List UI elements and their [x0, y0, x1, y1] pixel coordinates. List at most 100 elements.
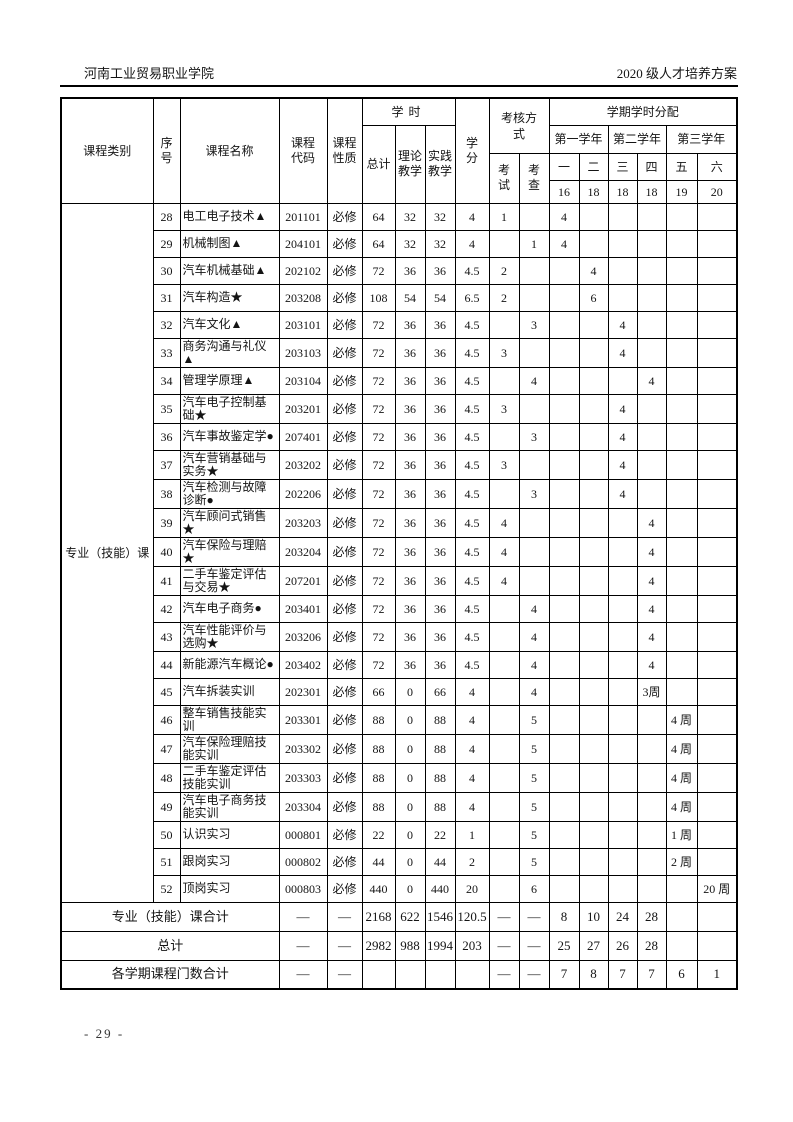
cell-s1	[548, 762, 580, 793]
col-header-sem1: 一	[548, 152, 580, 181]
exam-header-label: 考试	[498, 163, 511, 192]
table-header: 课程类别 序号 课程名称 课程代码 课程性质 学时 学分 考核方式 学期学时分配…	[60, 97, 738, 204]
cell-s5	[665, 507, 698, 538]
cell-s5	[665, 310, 698, 339]
cell-s2	[578, 621, 609, 652]
cell-s4: 4	[636, 565, 667, 596]
cell-theory: 54	[394, 283, 426, 312]
cell-s1	[548, 256, 580, 285]
course-row: 47 汽车保险理赔技能实训 203302 必修 88 0 88 4 5 4 周	[61, 733, 738, 764]
cell-s4	[636, 449, 667, 480]
hours-practice-label: 实践教学	[427, 149, 452, 178]
cell-credits: 4.5	[454, 650, 490, 679]
cell-theory: 36	[394, 337, 426, 368]
cell-s6	[696, 847, 738, 876]
cell-code: 203402	[278, 650, 328, 679]
cell-total: 88	[361, 791, 396, 822]
cell-practice: 36	[424, 337, 456, 368]
cell-s4	[636, 310, 667, 339]
cell-name: 汽车保险与理赔★	[179, 536, 280, 567]
cell-exam	[488, 820, 520, 849]
cell-s2	[578, 449, 609, 480]
cell-s5	[665, 478, 698, 509]
cell-nature: 必修	[326, 393, 363, 424]
cell-s3	[607, 733, 638, 764]
col-header-course-nature: 课程性质	[326, 97, 363, 204]
cell-s2	[578, 791, 609, 822]
cell-nature: 必修	[326, 337, 363, 368]
cell-s1	[548, 337, 580, 368]
cell-s5	[665, 422, 698, 451]
cell-nature: 必修	[326, 507, 363, 538]
cell-code: 207201	[278, 565, 328, 596]
cell-name: 电工电子技术▲	[179, 202, 280, 231]
summary-cell-s2: 10	[578, 901, 609, 932]
cell-check: 3	[518, 478, 550, 509]
col-header-sem2: 二	[578, 152, 609, 181]
cell-seq: 30	[152, 256, 181, 285]
cell-seq: 39	[152, 507, 181, 538]
cell-theory: 36	[394, 507, 426, 538]
cell-s2	[578, 310, 609, 339]
cell-total: 64	[361, 202, 396, 231]
cell-s1	[548, 565, 580, 596]
cell-credits: 4.5	[454, 422, 490, 451]
col-header-course-code: 课程代码	[278, 97, 328, 204]
course-row: 38 汽车检测与故障诊断● 202206 必修 72 36 36 4.5 3 4	[61, 478, 738, 509]
cell-nature: 必修	[326, 283, 363, 312]
course-row: 37 汽车营销基础与实务★ 203202 必修 72 36 36 4.5 3 4	[61, 449, 738, 480]
cell-nature: 必修	[326, 366, 363, 395]
cell-credits: 4.5	[454, 621, 490, 652]
cell-seq: 40	[152, 536, 181, 567]
cell-exam: 4	[488, 507, 520, 538]
cell-s4	[636, 874, 667, 903]
cell-s4	[636, 704, 667, 735]
cell-credits: 4.5	[454, 536, 490, 567]
cell-total: 72	[361, 310, 396, 339]
cell-s5	[665, 621, 698, 652]
cell-s1: 4	[548, 202, 580, 231]
summary-cell-check: —	[518, 959, 550, 990]
cell-s3	[607, 565, 638, 596]
cell-practice: 36	[424, 536, 456, 567]
col-header-exam: 考试	[488, 152, 520, 204]
col-header-sem6: 六	[696, 152, 738, 181]
hours-theory-label: 理论教学	[397, 149, 422, 178]
cell-nature: 必修	[326, 791, 363, 822]
cell-total: 66	[361, 677, 396, 706]
cell-code: 203401	[278, 594, 328, 623]
cell-practice: 88	[424, 733, 456, 764]
cell-code: 202102	[278, 256, 328, 285]
cell-s1	[548, 393, 580, 424]
col-header-sem4: 四	[636, 152, 667, 181]
cell-s2	[578, 762, 609, 793]
cell-nature: 必修	[326, 650, 363, 679]
cell-s2	[578, 677, 609, 706]
cell-s6	[696, 536, 738, 567]
cell-s3	[607, 874, 638, 903]
weeks-sem2: 18	[578, 179, 609, 204]
cell-credits: 4.5	[454, 310, 490, 339]
cell-exam	[488, 650, 520, 679]
cell-s3: 4	[607, 449, 638, 480]
course-row: 35 汽车电子控制基础★ 203201 必修 72 36 36 4.5 3 4	[61, 393, 738, 424]
cell-name: 汽车检测与故障诊断●	[179, 478, 280, 509]
cell-total: 72	[361, 422, 396, 451]
cell-s6	[696, 762, 738, 793]
cell-s2	[578, 393, 609, 424]
cell-credits: 4.5	[454, 256, 490, 285]
cell-exam: 3	[488, 449, 520, 480]
col-header-assessment: 考核方式	[488, 97, 550, 154]
summary-cell-practice: 1546	[424, 901, 456, 932]
summary-label: 总计	[60, 930, 280, 961]
cell-credits: 4	[454, 202, 490, 231]
cell-s6	[696, 337, 738, 368]
summary-cell-exam: —	[488, 930, 520, 961]
cell-code: 203203	[278, 507, 328, 538]
cell-s1	[548, 733, 580, 764]
col-header-hours-total: 总计	[361, 124, 396, 204]
cell-seq: 51	[152, 847, 181, 876]
cell-s6	[696, 565, 738, 596]
cell-s3	[607, 791, 638, 822]
summary-label: 专业（技能）课合计	[60, 901, 280, 932]
